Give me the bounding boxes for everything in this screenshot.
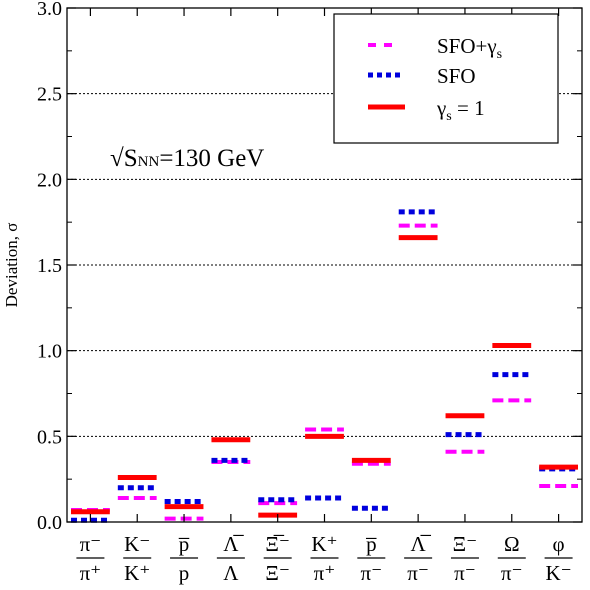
legend-label-sfo-gs: SFO+γs — [437, 34, 502, 62]
y-tick-label: 1.5 — [37, 255, 62, 277]
x-category-denominator: K⁻ — [545, 561, 571, 585]
x-category-denominator: π⁻ — [501, 561, 523, 585]
y-tick-label: 2.0 — [37, 169, 62, 191]
x-category-numerator: Ξ⁻ — [453, 532, 478, 556]
y-axis-ticks: 0.0 0.5 1.0 1.5 2.0 2.5 3.0 — [37, 0, 582, 534]
legend-box — [333, 13, 559, 144]
y-tick-label: 0.0 — [37, 512, 62, 534]
x-category-numerator: K⁺ — [311, 532, 337, 556]
energy-annotation-prefix: √ — [110, 145, 124, 172]
x-category-numerator: Λ̅ — [411, 532, 432, 556]
x-category-numerator: Λ̅ — [223, 532, 244, 556]
energy-annotation: √SNN=130 GeV — [110, 145, 264, 172]
x-category-numerator: Ω — [504, 532, 520, 556]
x-category-denominator: π⁺ — [314, 561, 336, 585]
x-category-denominator: Λ — [223, 561, 239, 585]
energy-annotation-base: S — [124, 145, 138, 172]
x-category-denominator: π⁺ — [80, 561, 102, 585]
x-category-denominator: π⁻ — [407, 561, 429, 585]
y-tick-label: 1.0 — [37, 341, 62, 363]
grid-lines — [67, 93, 582, 437]
y-tick-label: 0.5 — [37, 426, 62, 448]
x-category-numerator: φ — [553, 532, 565, 556]
x-category-numerator: p̅ — [365, 532, 377, 556]
data-marks — [71, 209, 578, 523]
x-category-denominator: Ξ⁻ — [265, 561, 290, 585]
x-category-denominator: π⁻ — [454, 561, 476, 585]
legend-label-sfo: SFO — [437, 64, 476, 88]
y-tick-label: 3.0 — [37, 0, 62, 20]
x-category-denominator: p — [179, 561, 190, 585]
y-axis-label: Deviation, σ — [2, 223, 21, 308]
legend: SFO+γs SFO γs = 1 — [333, 13, 559, 144]
energy-annotation-subscript: NN — [138, 154, 160, 170]
y-tick-label: 2.5 — [37, 84, 62, 106]
x-axis-categories: π⁻π⁺K⁻K⁺p̅pΛ̅ΛΞ̅⁻Ξ⁻K⁺π⁺p̅π⁻Λ̅π⁻Ξ⁻π⁻Ωπ⁻φK… — [76, 8, 573, 585]
x-category-numerator: p̅ — [178, 532, 190, 556]
x-category-denominator: K⁺ — [124, 561, 150, 585]
x-category-denominator: π⁻ — [360, 561, 382, 585]
legend-label-gs1: γs = 1 — [436, 96, 485, 124]
energy-annotation-suffix: =130 GeV — [159, 145, 264, 172]
x-category-numerator: K⁻ — [124, 532, 150, 556]
x-category-numerator: Ξ̅⁻ — [265, 532, 290, 556]
x-category-numerator: π⁻ — [80, 532, 102, 556]
